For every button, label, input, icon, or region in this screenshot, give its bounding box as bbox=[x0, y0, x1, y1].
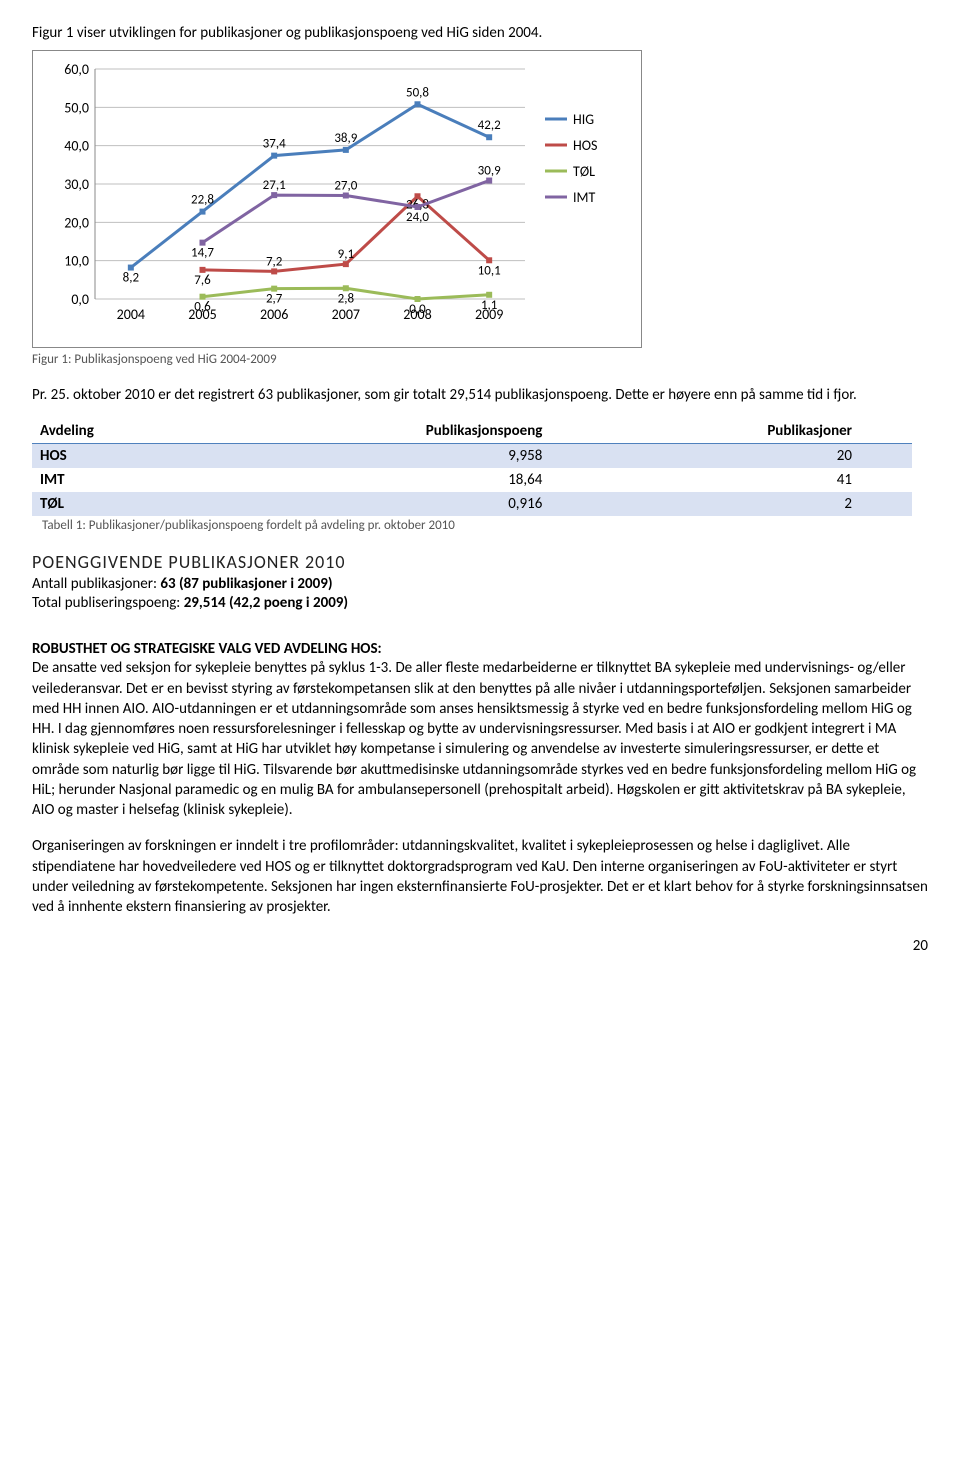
svg-text:30,0: 30,0 bbox=[64, 176, 89, 193]
svg-text:2,8: 2,8 bbox=[338, 291, 355, 306]
svg-text:37,4: 37,4 bbox=[263, 137, 286, 152]
svg-text:IMT: IMT bbox=[573, 189, 595, 206]
stat-line-1: Antall publikasjoner: 63 (87 publikasjon… bbox=[32, 575, 928, 593]
svg-text:10,1: 10,1 bbox=[478, 263, 501, 278]
body-para-2: Organiseringen av forskningen er inndelt… bbox=[32, 836, 928, 917]
chart-container: 0,010,020,030,040,050,060,02004200520062… bbox=[32, 50, 642, 348]
table-row: IMT18,6441 bbox=[32, 468, 912, 492]
table-col-pubs: Publikasjoner bbox=[602, 419, 912, 444]
svg-text:HOS: HOS bbox=[573, 137, 597, 154]
svg-text:50,0: 50,0 bbox=[64, 99, 89, 116]
stat-line-2: Total publiseringspoeng: 29,514 (42,2 po… bbox=[32, 594, 928, 612]
table-row: TØL0,9162 bbox=[32, 492, 912, 516]
table-cell-dept: HOS bbox=[32, 444, 228, 469]
svg-text:0,0: 0,0 bbox=[409, 302, 426, 317]
svg-text:60,0: 60,0 bbox=[64, 61, 89, 78]
stat-label-1: Antall publikasjoner: bbox=[32, 575, 160, 593]
svg-text:27,1: 27,1 bbox=[263, 178, 286, 193]
svg-text:7,6: 7,6 bbox=[194, 273, 211, 288]
table-cell-pubs: 2 bbox=[602, 492, 912, 516]
svg-text:9,1: 9,1 bbox=[338, 247, 354, 262]
body-para-1: De ansatte ved seksjon for sykepleie ben… bbox=[32, 658, 928, 820]
svg-text:7,2: 7,2 bbox=[266, 254, 283, 269]
svg-text:24,0: 24,0 bbox=[406, 210, 429, 225]
svg-text:14,7: 14,7 bbox=[191, 246, 214, 261]
svg-text:TØL: TØL bbox=[573, 163, 595, 180]
table1-caption: Tabell 1: Publikasjoner/publikasjonspoen… bbox=[32, 518, 928, 533]
svg-text:HIG: HIG bbox=[573, 111, 594, 128]
svg-text:40,0: 40,0 bbox=[64, 138, 89, 155]
svg-text:0,6: 0,6 bbox=[194, 300, 211, 315]
table-row: HOS9,95820 bbox=[32, 444, 912, 469]
svg-text:42,2: 42,2 bbox=[478, 118, 501, 133]
stat-label-2: Total publiseringspoeng: bbox=[32, 594, 184, 612]
table-cell-points: 18,64 bbox=[228, 468, 602, 492]
table-cell-points: 9,958 bbox=[228, 444, 602, 469]
svg-text:0,0: 0,0 bbox=[71, 291, 89, 308]
table-cell-points: 0,916 bbox=[228, 492, 602, 516]
table-cell-dept: TØL bbox=[32, 492, 228, 516]
intro-text: Figur 1 viser utviklingen for publikasjo… bbox=[32, 24, 928, 42]
line-chart: 0,010,020,030,040,050,060,02004200520062… bbox=[45, 59, 625, 339]
svg-text:20,0: 20,0 bbox=[64, 214, 89, 231]
svg-text:8,2: 8,2 bbox=[123, 271, 140, 286]
robust-heading: ROBUSTHET OG STRATEGISKE VALG VED AVDELI… bbox=[32, 640, 928, 658]
table-cell-dept: IMT bbox=[32, 468, 228, 492]
svg-text:27,0: 27,0 bbox=[334, 179, 357, 194]
table-cell-pubs: 41 bbox=[602, 468, 912, 492]
page-number: 20 bbox=[32, 937, 928, 955]
svg-text:22,8: 22,8 bbox=[191, 193, 214, 208]
svg-text:2,7: 2,7 bbox=[266, 292, 283, 307]
stat-value-1: 63 (87 publikasjoner i 2009) bbox=[160, 575, 332, 593]
svg-text:30,9: 30,9 bbox=[478, 164, 501, 179]
table-col-points: Publikasjonspoeng bbox=[228, 419, 602, 444]
table-col-avdeling: Avdeling bbox=[32, 419, 228, 444]
svg-text:2007: 2007 bbox=[332, 306, 360, 323]
section-heading: POENGGIVENDE PUBLIKASJONER 2010 bbox=[32, 551, 928, 573]
para-after-chart: Pr. 25. oktober 2010 er det registrert 6… bbox=[32, 385, 928, 405]
svg-text:2004: 2004 bbox=[117, 306, 145, 323]
svg-text:50,8: 50,8 bbox=[406, 85, 429, 100]
svg-text:2006: 2006 bbox=[260, 306, 288, 323]
svg-text:10,0: 10,0 bbox=[64, 253, 89, 270]
svg-text:1,1: 1,1 bbox=[481, 298, 497, 313]
table-cell-pubs: 20 bbox=[602, 444, 912, 469]
svg-text:38,9: 38,9 bbox=[334, 131, 357, 146]
publications-table: Avdeling Publikasjonspoeng Publikasjoner… bbox=[32, 419, 912, 516]
stat-value-2: 29,514 (42,2 poeng i 2009) bbox=[184, 594, 348, 612]
chart-caption: Figur 1: Publikasjonspoeng ved HiG 2004-… bbox=[32, 352, 928, 367]
